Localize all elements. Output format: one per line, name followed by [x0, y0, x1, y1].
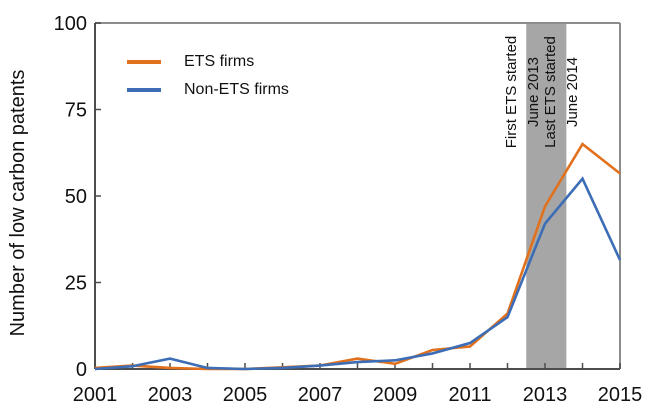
annotation-last-ets-line2: June 2014	[564, 56, 581, 128]
annotation-first-ets-line1: First ETS started	[503, 35, 520, 149]
x-tick-label: 2013	[523, 384, 568, 406]
y-tick-label: 0	[76, 359, 87, 381]
legend-item-ets: ETS firms	[127, 48, 289, 76]
y-tick-label: 100	[54, 13, 87, 35]
x-tick-label: 2001	[73, 384, 118, 406]
x-tick-label: 2003	[148, 384, 193, 406]
annotation-first-ets: First ETS started June 2013	[501, 22, 545, 162]
x-tick-label: 2009	[373, 384, 418, 406]
ets-start-band	[526, 23, 567, 369]
legend-label-non-ets: Non-ETS firms	[184, 81, 289, 98]
x-tick-label: 2011	[448, 384, 491, 406]
ets-firms-line	[94, 142, 621, 371]
y-axis-title: Number of low carbon patents	[7, 69, 29, 337]
x-tick-label: 2005	[223, 384, 268, 406]
annotation-last-ets: Last ETS started June 2014	[540, 22, 584, 162]
non-ets-line-swatch	[127, 88, 161, 92]
ets-line-swatch	[127, 60, 161, 64]
y-tick-label: 75	[65, 100, 87, 122]
non-ets-firms-line	[94, 176, 622, 371]
annotation-last-ets-line1: Last ETS started	[542, 36, 559, 148]
legend-label-ets: ETS firms	[184, 53, 255, 70]
legend-item-non-ets: Non-ETS firms	[127, 76, 289, 104]
y-tick-label: 25	[65, 273, 87, 295]
y-tick-label: 50	[65, 186, 87, 208]
x-tick-label: 2007	[298, 384, 343, 406]
x-tick-label: 2015	[598, 384, 643, 406]
legend: ETS firms Non-ETS firms	[127, 48, 289, 104]
